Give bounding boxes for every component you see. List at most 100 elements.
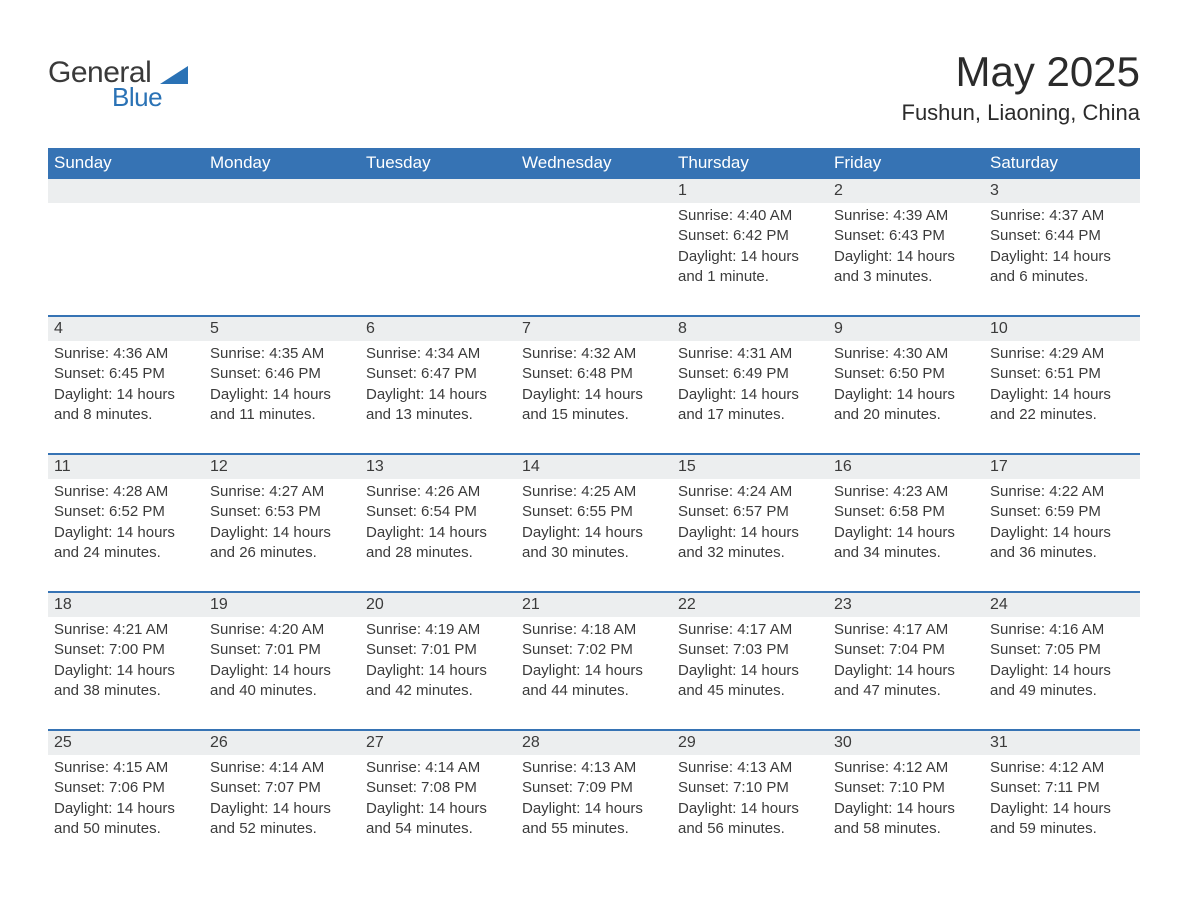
day-number-cell: 21 xyxy=(516,593,672,617)
day-number-cell: 9 xyxy=(828,317,984,341)
day-number-cell: 19 xyxy=(204,593,360,617)
day-number-cell xyxy=(204,179,360,203)
day-body-cell: Sunrise: 4:28 AMSunset: 6:52 PMDaylight:… xyxy=(48,479,204,592)
day-number-cell: 14 xyxy=(516,455,672,479)
daylight-text: Daylight: 14 hours and 17 minutes. xyxy=(678,385,822,426)
day-number-cell: 8 xyxy=(672,317,828,341)
sunset-text: Sunset: 6:53 PM xyxy=(210,502,354,522)
daylight-text: Daylight: 14 hours and 47 minutes. xyxy=(834,661,978,702)
day-body-cell xyxy=(360,203,516,316)
daylight-text: Daylight: 14 hours and 15 minutes. xyxy=(522,385,666,426)
daylight-text: Daylight: 14 hours and 13 minutes. xyxy=(366,385,510,426)
sunrise-text: Sunrise: 4:23 AM xyxy=(834,482,978,502)
day-body-cell: Sunrise: 4:17 AMSunset: 7:03 PMDaylight:… xyxy=(672,617,828,730)
calendar-table: Sunday Monday Tuesday Wednesday Thursday… xyxy=(48,148,1140,855)
day-body-cell: Sunrise: 4:23 AMSunset: 6:58 PMDaylight:… xyxy=(828,479,984,592)
sunset-text: Sunset: 6:44 PM xyxy=(990,226,1134,246)
day-body-row: Sunrise: 4:40 AMSunset: 6:42 PMDaylight:… xyxy=(48,203,1140,316)
day-body-cell: Sunrise: 4:37 AMSunset: 6:44 PMDaylight:… xyxy=(984,203,1140,316)
day-body-row: Sunrise: 4:28 AMSunset: 6:52 PM Daylight:… xyxy=(48,479,1140,592)
sunrise-text: Sunrise: 4:13 AM xyxy=(678,758,822,778)
sunset-text: Sunset: 6:42 PM xyxy=(678,226,822,246)
day-body-cell: Sunrise: 4:34 AMSunset: 6:47 PMDaylight:… xyxy=(360,341,516,454)
day-body-cell: Sunrise: 4:12 AMSunset: 7:11 PMDaylight:… xyxy=(984,755,1140,855)
day-number-cell: 30 xyxy=(828,731,984,755)
sunrise-text: Sunrise: 4:28 AM xyxy=(54,482,198,502)
sunrise-text: Sunrise: 4:39 AM xyxy=(834,206,978,226)
day-number-cell xyxy=(360,179,516,203)
title-block: May 2025 Fushun, Liaoning, China xyxy=(902,30,1141,140)
daylight-text: Daylight: 14 hours and 45 minutes. xyxy=(678,661,822,702)
day-body-cell: Sunrise: 4:35 AMSunset: 6:46 PMDaylight:… xyxy=(204,341,360,454)
daylight-text: Daylight: 14 hours and 49 minutes. xyxy=(990,661,1134,702)
sunrise-text: Sunrise: 4:32 AM xyxy=(522,344,666,364)
sunset-text: Sunset: 6:59 PM xyxy=(990,502,1134,522)
day-body-cell xyxy=(516,203,672,316)
sunset-text: Sunset: 7:09 PM xyxy=(522,778,666,798)
weekday-header: Friday xyxy=(828,148,984,179)
sunset-text: Sunset: 7:03 PM xyxy=(678,640,822,660)
day-body-cell: Sunrise: 4:31 AMSunset: 6:49 PMDaylight:… xyxy=(672,341,828,454)
daylight-text: Daylight: 14 hours and 58 minutes. xyxy=(834,799,978,840)
day-body-cell: Sunrise: 4:40 AMSunset: 6:42 PMDaylight:… xyxy=(672,203,828,316)
sunset-text: Sunset: 6:47 PM xyxy=(366,364,510,384)
sunrise-text: Sunrise: 4:25 AM xyxy=(522,482,666,502)
day-number-cell: 16 xyxy=(828,455,984,479)
day-body-cell: Sunrise: 4:17 AMSunset: 7:04 PMDaylight:… xyxy=(828,617,984,730)
day-number-row: 123 xyxy=(48,179,1140,203)
sunset-text: Sunset: 7:01 PM xyxy=(210,640,354,660)
day-body-cell: Sunrise: 4:25 AMSunset: 6:55 PMDaylight:… xyxy=(516,479,672,592)
sunset-text: Sunset: 6:43 PM xyxy=(834,226,978,246)
day-number-cell: 12 xyxy=(204,455,360,479)
sunrise-text: Sunrise: 4:20 AM xyxy=(210,620,354,640)
sunset-text: Sunset: 6:51 PM xyxy=(990,364,1134,384)
sunrise-text: Sunrise: 4:40 AM xyxy=(678,206,822,226)
weekday-header: Thursday xyxy=(672,148,828,179)
day-body-cell: Sunrise: 4:19 AMSunset: 7:01 PMDaylight:… xyxy=(360,617,516,730)
daylight-text: Daylight: 14 hours and 3 minutes. xyxy=(834,247,978,288)
day-body-cell: Sunrise: 4:18 AMSunset: 7:02 PMDaylight:… xyxy=(516,617,672,730)
day-number-row: 11121314151617 xyxy=(48,455,1140,479)
sunset-text: Sunset: 7:01 PM xyxy=(366,640,510,660)
day-number-cell: 5 xyxy=(204,317,360,341)
daylight-text: Daylight: 14 hours and 28 minutes. xyxy=(366,523,510,564)
day-number-cell: 27 xyxy=(360,731,516,755)
sunset-text: Sunset: 7:10 PM xyxy=(678,778,822,798)
sunset-text: Sunset: 7:06 PM xyxy=(54,778,198,798)
sunset-text: Sunset: 6:52 PM xyxy=(54,502,198,522)
sunset-text: Sunset: 7:05 PM xyxy=(990,640,1134,660)
daylight-text: Daylight: 14 hours and 1 minute. xyxy=(678,247,822,288)
sunset-text: Sunset: 7:10 PM xyxy=(834,778,978,798)
day-number-row: 45678910 xyxy=(48,317,1140,341)
daylight-text: Daylight: 14 hours and 6 minutes. xyxy=(990,247,1134,288)
day-number-cell: 24 xyxy=(984,593,1140,617)
weekday-header: Monday xyxy=(204,148,360,179)
sunrise-text: Sunrise: 4:30 AM xyxy=(834,344,978,364)
day-body-cell: Sunrise: 4:29 AMSunset: 6:51 PMDaylight:… xyxy=(984,341,1140,454)
daylight-text: Daylight: 14 hours and 30 minutes. xyxy=(522,523,666,564)
daylight-text: Daylight: 14 hours and 20 minutes. xyxy=(834,385,978,426)
day-body-cell: Sunrise: 4:27 AMSunset: 6:53 PMDaylight:… xyxy=(204,479,360,592)
day-number-cell: 25 xyxy=(48,731,204,755)
daylight-text: Daylight: 14 hours and 34 minutes. xyxy=(834,523,978,564)
day-body-cell: Sunrise: 4:24 AMSunset: 6:57 PMDaylight:… xyxy=(672,479,828,592)
daylight-text: Daylight: 14 hours and 50 minutes. xyxy=(54,799,198,840)
daylight-text: Daylight: 14 hours and 40 minutes. xyxy=(210,661,354,702)
calendar-body: 123Sunrise: 4:40 AMSunset: 6:42 PMDaylig… xyxy=(48,179,1140,855)
sunset-text: Sunset: 7:02 PM xyxy=(522,640,666,660)
daylight-text: Daylight: 14 hours and 56 minutes. xyxy=(678,799,822,840)
day-body-cell: Sunrise: 4:20 AMSunset: 7:01 PMDaylight:… xyxy=(204,617,360,730)
location-label: Fushun, Liaoning, China xyxy=(902,100,1141,126)
weekday-header: Wednesday xyxy=(516,148,672,179)
daylight-text: Daylight: 14 hours and 52 minutes. xyxy=(210,799,354,840)
sunrise-text: Sunrise: 4:14 AM xyxy=(366,758,510,778)
day-body-cell: Sunrise: 4:22 AMSunset: 6:59 PMDaylight:… xyxy=(984,479,1140,592)
day-number-cell: 11 xyxy=(48,455,204,479)
day-number-row: 18192021222324 xyxy=(48,593,1140,617)
sunrise-text: Sunrise: 4:36 AM xyxy=(54,344,198,364)
day-number-cell: 4 xyxy=(48,317,204,341)
daylight-text: Daylight: 14 hours and 11 minutes. xyxy=(210,385,354,426)
daylight-text: Daylight: 14 hours and 22 minutes. xyxy=(990,385,1134,426)
day-body-cell: Sunrise: 4:39 AMSunset: 6:43 PMDaylight:… xyxy=(828,203,984,316)
sunset-text: Sunset: 6:50 PM xyxy=(834,364,978,384)
